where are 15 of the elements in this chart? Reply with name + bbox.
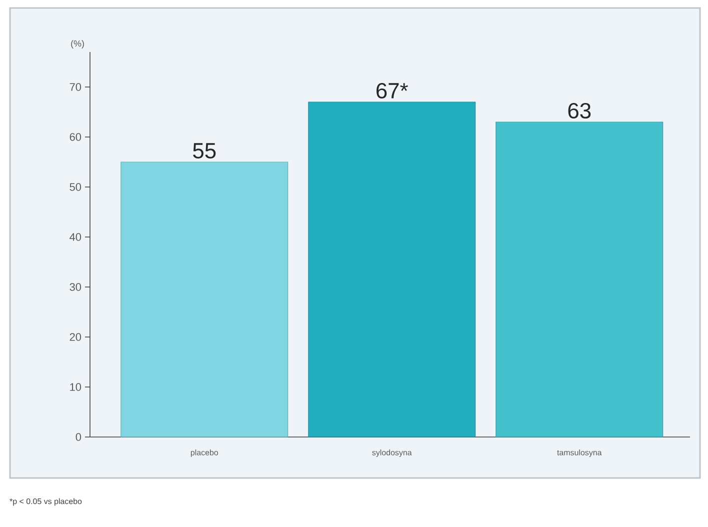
y-tick-label: 20 [70,333,82,341]
bar [308,102,476,438]
data-label: 63 [568,102,591,118]
data-label: 67* [376,82,408,98]
bar [120,162,288,438]
y-tick-label: 0 [76,433,82,441]
y-tick-label: 10 [70,383,82,391]
y-axis-title: (%) [71,40,84,48]
data-label: 55 [193,143,216,158]
y-tick-label: 60 [70,133,82,141]
y-tick-label: 30 [70,283,82,291]
y-tick-label: 40 [70,233,82,241]
bar [496,122,664,438]
y-tick-label: 70 [70,83,82,91]
y-tick-label: 50 [70,183,82,191]
